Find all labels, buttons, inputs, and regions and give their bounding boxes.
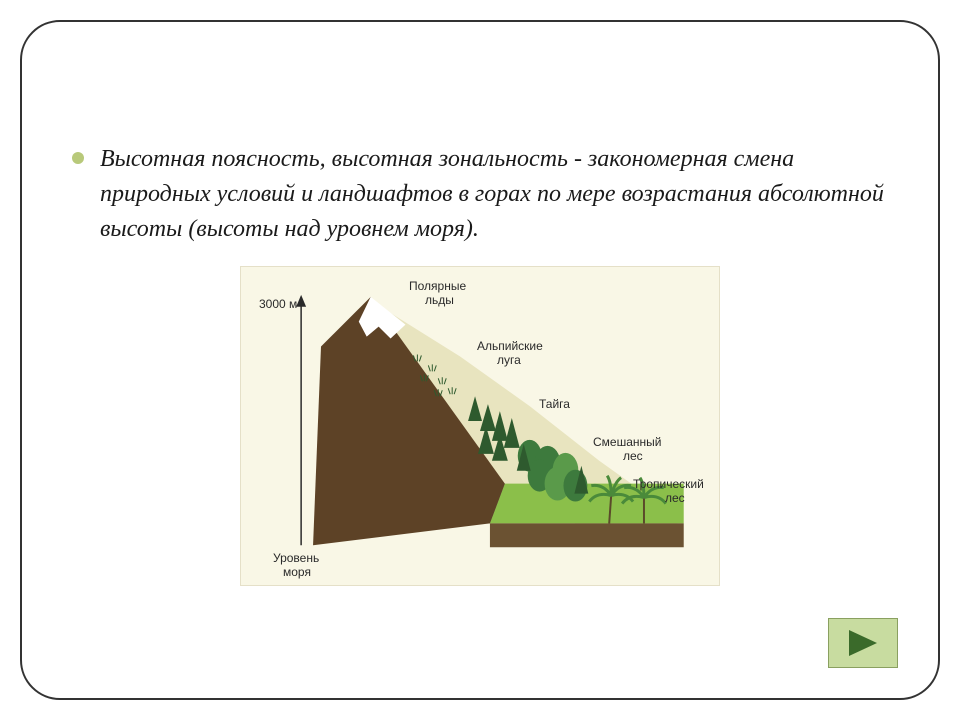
zone-alpine-1: Альпийские	[477, 339, 543, 353]
paragraph: Высотная поясность, высотная зональность…	[100, 146, 884, 242]
zone-polar-1: Полярные	[409, 279, 466, 293]
zone-tropical-2: лес	[665, 491, 685, 505]
zone-alpine-2: луга	[497, 353, 521, 367]
sea-level-label-1: Уровень	[273, 551, 319, 565]
sea-level-label-2: моря	[283, 565, 311, 579]
next-button[interactable]	[828, 618, 898, 668]
zone-taiga: Тайга	[539, 397, 570, 411]
zone-tropical-1: Тропический	[633, 477, 704, 491]
play-icon	[845, 628, 881, 658]
zone-mixed-2: лес	[623, 449, 643, 463]
zone-polar-2: льды	[425, 293, 454, 307]
definition-text: Высотная поясность, высотная зональность…	[72, 142, 888, 246]
altitude-label: 3000 м	[259, 297, 297, 311]
diagram-svg	[241, 267, 719, 585]
slide-frame: Высотная поясность, высотная зональность…	[20, 20, 940, 700]
zone-mixed-1: Смешанный	[593, 435, 661, 449]
altitude-zonation-diagram: 3000 м Уровень моря Полярные льды Альпий…	[240, 266, 720, 586]
